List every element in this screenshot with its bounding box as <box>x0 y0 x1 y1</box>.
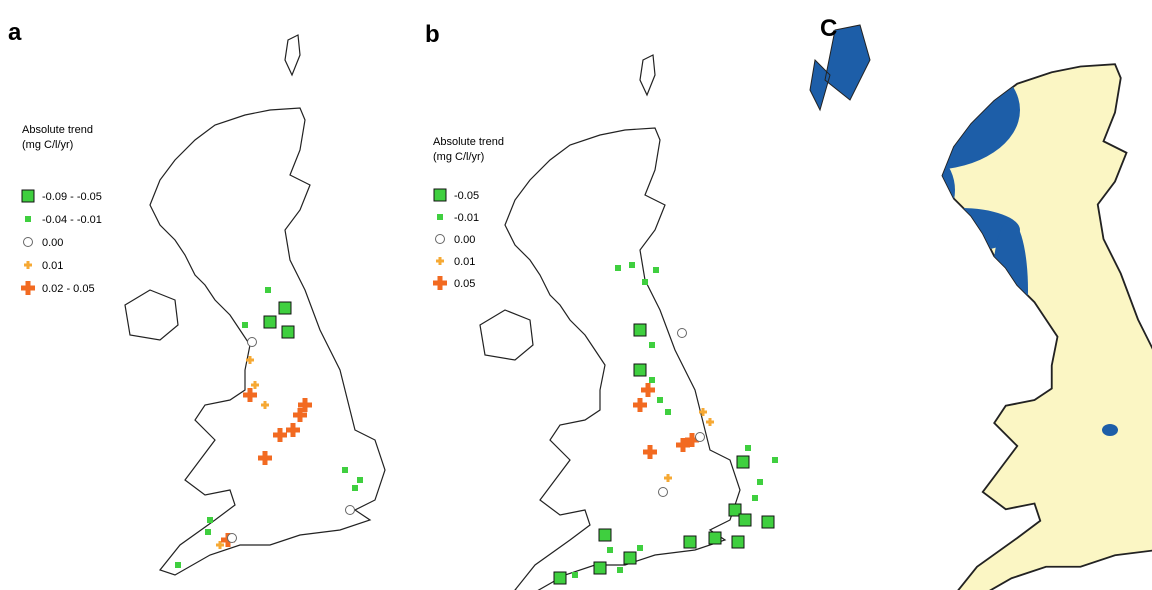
legend-entry: -0.04 - -0.01 <box>42 214 102 226</box>
site-marker <box>739 514 751 526</box>
legend-unit: (mg C/l/yr) <box>433 151 484 163</box>
panel-a: a Absolute trend (mg C/l/yr) -0.09 - -0.… <box>8 19 385 575</box>
site-marker <box>436 257 444 265</box>
legend-unit: (mg C/l/yr) <box>22 139 73 151</box>
site-marker <box>696 433 705 442</box>
legend-entry: 0.02 - 0.05 <box>42 283 95 295</box>
site-marker <box>607 547 613 553</box>
site-marker <box>554 572 566 584</box>
legend-title: Absolute trend <box>433 136 504 148</box>
coastline <box>285 35 300 75</box>
site-marker <box>436 235 445 244</box>
site-marker <box>572 572 578 578</box>
legend: -0.09 - -0.05 -0.04 - -0.01 0.00 0.01 0.02 -… <box>21 190 102 295</box>
site-marker <box>709 532 721 544</box>
coastline <box>505 128 740 590</box>
legend-entry: 0.00 <box>454 234 475 246</box>
site-marker <box>642 279 648 285</box>
legend-entry: 0.05 <box>454 278 475 290</box>
site-marker <box>665 409 671 415</box>
site-marker <box>657 397 663 403</box>
coastline <box>150 108 385 575</box>
site-marker <box>659 488 668 497</box>
site-marker <box>24 238 33 247</box>
site-marker <box>434 189 446 201</box>
site-marker <box>649 377 655 383</box>
site-marker <box>594 562 606 574</box>
site-marker <box>207 517 213 523</box>
legend-entry: 0.01 <box>454 256 475 268</box>
panel-label: a <box>8 19 22 46</box>
site-marker <box>433 276 447 290</box>
site-marker <box>634 364 646 376</box>
site-marker <box>757 479 763 485</box>
legend-entry: -0.09 - -0.05 <box>42 191 102 203</box>
site-marker <box>22 190 34 202</box>
site-marker <box>649 342 655 348</box>
site-marker <box>745 445 751 451</box>
site-marker <box>772 457 778 463</box>
site-marker <box>248 338 257 347</box>
site-marker <box>342 467 348 473</box>
site-marker <box>684 536 696 548</box>
site-marker <box>762 516 774 528</box>
coastline <box>125 290 178 340</box>
site-marker <box>21 281 35 295</box>
site-marker <box>228 534 237 543</box>
legend-entry: 0.01 <box>42 260 63 272</box>
site-marker <box>732 536 744 548</box>
legend-entry: -0.01 <box>454 212 479 224</box>
site-marker <box>617 567 623 573</box>
site-marker <box>634 324 646 336</box>
legend-title: Absolute trend <box>22 124 93 136</box>
site-marker <box>653 267 659 273</box>
panel-label: b <box>425 21 440 48</box>
site-marker <box>175 562 181 568</box>
site-marker <box>615 265 621 271</box>
site-marker <box>205 529 211 535</box>
site-marker <box>264 316 276 328</box>
coastline <box>640 55 655 95</box>
site-marker <box>678 329 687 338</box>
site-marker <box>242 322 248 328</box>
legend-entry: 0.00 <box>42 237 63 249</box>
site-marker <box>282 326 294 338</box>
site-marker <box>752 495 758 501</box>
site-marker <box>624 552 636 564</box>
islands <box>810 25 870 110</box>
legend-entry: -0.05 <box>454 190 479 202</box>
site-marker <box>629 262 635 268</box>
panel-label: C <box>820 15 837 42</box>
coastline <box>480 310 533 360</box>
panel-c: C <box>810 15 1152 590</box>
site-marker <box>706 418 714 426</box>
figure: a Absolute trend (mg C/l/yr) -0.09 - -0.… <box>0 0 1152 590</box>
site-marker <box>25 216 31 222</box>
site-marker <box>265 287 271 293</box>
site-marker <box>279 302 291 314</box>
panel-b: b Absolute trend (mg C/l/yr) -0.05 -0.01 0… <box>425 21 778 590</box>
site-marker <box>599 529 611 541</box>
site-marker <box>437 214 443 220</box>
site-marker <box>346 506 355 515</box>
site-marker <box>737 456 749 468</box>
site-marker <box>24 261 32 269</box>
legend: -0.05 -0.01 0.00 0.01 0.05 <box>433 189 479 290</box>
site-marker <box>352 485 358 491</box>
site-marker <box>637 545 643 551</box>
site-marker <box>357 477 363 483</box>
